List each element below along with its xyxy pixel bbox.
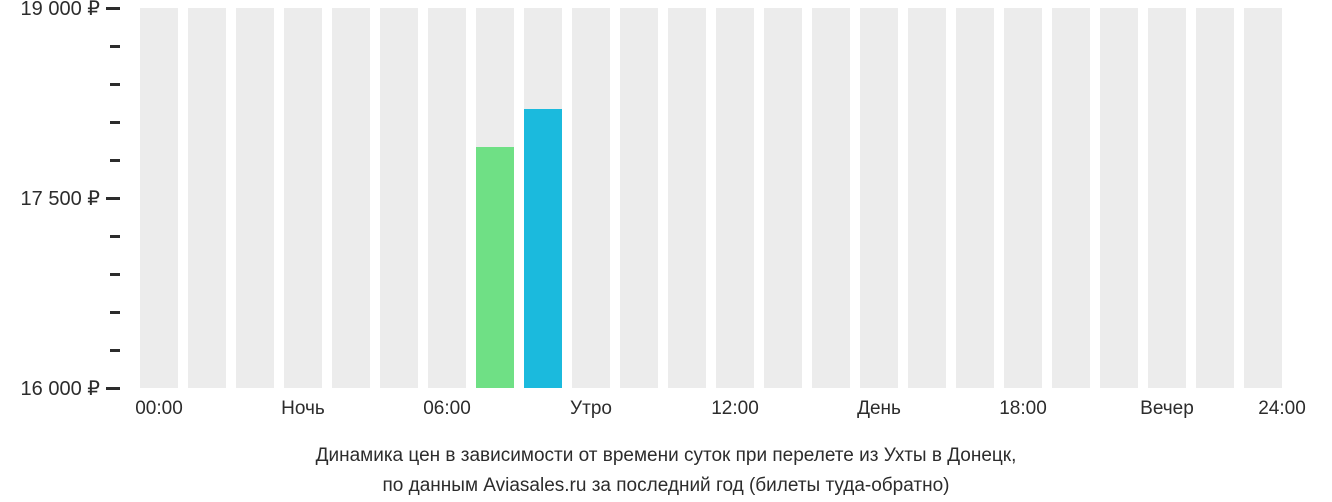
y-minor-tick	[0, 226, 120, 246]
hour-bar	[332, 8, 370, 388]
y-tick-mark	[106, 197, 120, 200]
hour-bar	[140, 8, 178, 388]
y-minor-tick	[0, 74, 120, 94]
hour-bar-value	[524, 109, 562, 388]
hour-bar	[860, 8, 898, 388]
y-minor-tick	[0, 302, 120, 322]
y-tick-mark	[110, 159, 120, 162]
y-tick-mark	[110, 235, 120, 238]
y-minor-tick	[0, 36, 120, 56]
x-axis-label: Ночь	[281, 398, 325, 420]
x-axis: 00:00Ночь06:00Утро12:00День18:00Вечер24:…	[140, 398, 1308, 428]
chart-caption-line-1: Динамика цен в зависимости от времени су…	[0, 442, 1332, 471]
y-tick: 16 000 ₽	[0, 378, 120, 398]
price-by-hour-chart: 19 000 ₽ 17 500 ₽ 16 000 ₽ 00:00 Ночь 06:00 У…	[0, 0, 1332, 502]
hour-bar	[668, 8, 706, 388]
x-axis-label: 24:00	[1258, 398, 1306, 420]
hour-bar	[620, 8, 658, 388]
chart-plot-area	[140, 8, 1308, 388]
x-axis-label: День	[857, 398, 901, 420]
hour-bar	[1244, 8, 1282, 388]
hour-bar	[476, 8, 514, 388]
hour-bar	[812, 8, 850, 388]
y-tick-mark	[106, 7, 120, 10]
hour-bar	[284, 8, 322, 388]
y-tick-mark	[110, 45, 120, 48]
x-axis-label: Утро	[570, 398, 612, 420]
y-minor-tick	[0, 150, 120, 170]
y-tick-mark	[110, 83, 120, 86]
y-minor-tick	[0, 264, 120, 284]
y-tick-mark	[110, 311, 120, 314]
y-tick: 17 500 ₽	[0, 188, 120, 208]
hour-bar	[1196, 8, 1234, 388]
x-axis-label: 06:00	[423, 398, 471, 420]
y-tick-mark	[110, 273, 120, 276]
hour-bar	[1052, 8, 1090, 388]
y-minor-tick	[0, 340, 120, 360]
hour-bar	[764, 8, 802, 388]
hour-bar	[956, 8, 994, 388]
hour-bar	[572, 8, 610, 388]
x-axis-label: Вечер	[1140, 398, 1194, 420]
hour-bar	[1100, 8, 1138, 388]
hour-bar	[428, 8, 466, 388]
y-tick-mark	[106, 387, 120, 390]
hour-bar	[236, 8, 274, 388]
x-axis-label: 18:00	[999, 398, 1047, 420]
y-tick-label: 19 000 ₽	[21, 0, 106, 21]
hour-bar	[188, 8, 226, 388]
chart-caption-line-2: по данным Aviasales.ru за последний год …	[0, 472, 1332, 501]
y-tick: 19 000 ₽	[0, 0, 120, 18]
hour-bar	[1004, 8, 1042, 388]
hour-bar	[716, 8, 754, 388]
hour-bar	[908, 8, 946, 388]
y-tick-mark	[110, 349, 120, 352]
hour-bar-value	[476, 147, 514, 388]
y-tick-label: 16 000 ₽	[21, 376, 106, 401]
y-tick-label: 17 500 ₽	[21, 186, 106, 211]
x-axis-label: 00:00	[135, 398, 183, 420]
hour-bar	[380, 8, 418, 388]
hour-bar	[1148, 8, 1186, 388]
y-tick-mark	[110, 121, 120, 124]
hour-bar	[524, 8, 562, 388]
x-axis-label: 12:00	[711, 398, 759, 420]
y-minor-tick	[0, 112, 120, 132]
